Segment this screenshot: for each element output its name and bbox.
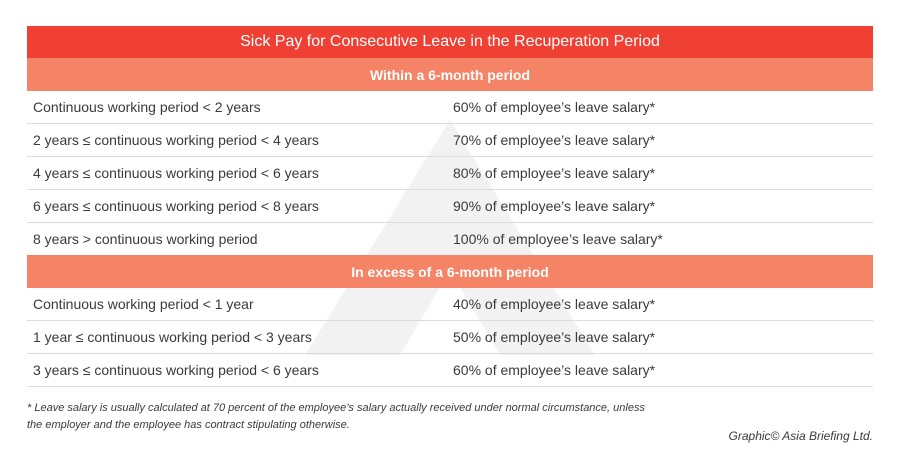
period-cell: Continuous working period < 1 year xyxy=(33,296,254,312)
table-row: 2 years ≤ continuous working period < 4 … xyxy=(27,124,873,157)
period-cell: Continuous working period < 2 years xyxy=(33,99,261,115)
table-row: 8 years > continuous working period 100%… xyxy=(27,223,873,255)
footnote-line: * Leave salary is usually calculated at … xyxy=(27,402,645,414)
table-row: 6 years ≤ continuous working period < 8 … xyxy=(27,190,873,223)
footnote-line: the employer and the employee has contra… xyxy=(27,419,350,431)
period-cell: 1 year ≤ continuous working period < 3 y… xyxy=(33,329,312,345)
graphic-credit: Graphic© Asia Briefing Ltd. xyxy=(728,429,873,443)
footnote: * Leave salary is usually calculated at … xyxy=(27,400,687,434)
table-row: 3 years ≤ continuous working period < 6 … xyxy=(27,354,873,387)
period-cell: 6 years ≤ continuous working period < 8 … xyxy=(33,198,319,214)
table-row: 1 year ≤ continuous working period < 3 y… xyxy=(27,321,873,354)
period-cell: 3 years ≤ continuous working period < 6 … xyxy=(33,362,319,378)
period-cell: 4 years ≤ continuous working period < 6 … xyxy=(33,165,319,181)
section-heading-within: Within a 6-month period xyxy=(27,58,873,91)
pay-cell: 80% of employee’s leave salary* xyxy=(453,165,656,181)
table-row: Continuous working period < 1 year 40% o… xyxy=(27,288,873,321)
table-row: 4 years ≤ continuous working period < 6 … xyxy=(27,157,873,190)
pay-cell: 50% of employee’s leave salary* xyxy=(453,329,656,345)
pay-cell: 70% of employee’s leave salary* xyxy=(453,132,656,148)
pay-cell: 40% of employee’s leave salary* xyxy=(453,296,656,312)
period-cell: 8 years > continuous working period xyxy=(33,231,258,247)
pay-cell: 60% of employee’s leave salary* xyxy=(453,99,656,115)
table-row: Continuous working period < 2 years 60% … xyxy=(27,91,873,124)
pay-cell: 60% of employee’s leave salary* xyxy=(453,362,656,378)
sick-pay-table: Sick Pay for Consecutive Leave in the Re… xyxy=(27,26,873,387)
section-heading-excess: In excess of a 6-month period xyxy=(27,255,873,288)
pay-cell: 90% of employee’s leave salary* xyxy=(453,198,656,214)
period-cell: 2 years ≤ continuous working period < 4 … xyxy=(33,132,319,148)
pay-cell: 100% of employee’s leave salary* xyxy=(453,231,663,247)
table-title: Sick Pay for Consecutive Leave in the Re… xyxy=(27,26,873,58)
